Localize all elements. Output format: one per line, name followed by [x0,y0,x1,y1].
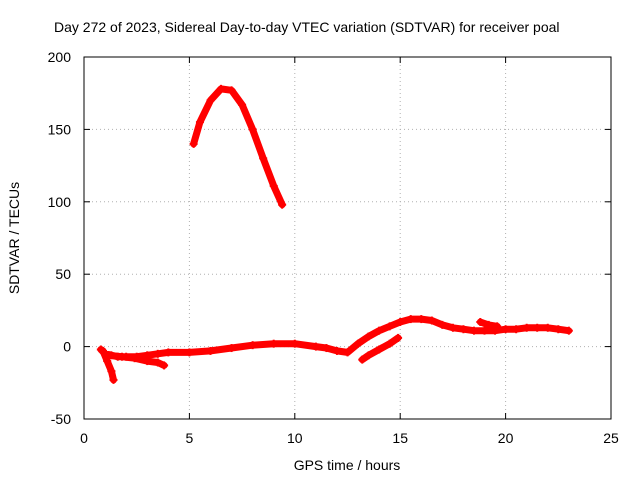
data-point [109,375,118,384]
x-tick-label: 25 [603,430,619,446]
data-point [459,325,468,334]
y-axis-title: SDTVAR / TECUs [6,182,22,294]
series-arc-1 [97,315,573,361]
chart-title: Day 272 of 2023, Sidereal Day-to-day VTE… [54,19,560,35]
y-tick-label: -50 [51,411,71,427]
y-tick-label: 50 [55,266,71,282]
data-point [343,348,352,357]
data-point [396,317,405,326]
data-point [469,326,478,335]
data-point [269,181,278,190]
data-point [322,344,331,353]
data-point [501,325,510,334]
data-point [248,125,257,134]
data-point [406,315,415,324]
data-point [427,316,436,325]
x-tick-label: 20 [498,430,514,446]
data-point [195,118,204,127]
data-point [227,86,236,95]
data-point [217,84,226,93]
ticks: 0 5 10 15 20 25 -50 0 50 100 150 200 [48,49,619,446]
data-point [554,325,563,334]
plot-frame [83,56,612,420]
data-point [332,346,341,355]
data-point [153,349,162,358]
data-point [227,344,236,353]
series-arc-4 [190,85,286,209]
y-tick-label: 100 [48,194,72,210]
data-point [238,100,247,109]
data-point [476,317,485,326]
series-group [96,84,573,384]
y-tick-label: 0 [63,339,71,355]
data-point [143,357,152,366]
data-point [206,346,215,355]
data-point [385,322,394,331]
data-point [107,367,116,376]
data-point [311,342,320,351]
data-point [375,326,384,335]
data-point [117,352,126,361]
x-tick-label: 10 [287,430,303,446]
data-point [354,339,363,348]
y-tick-label: 150 [48,121,72,137]
x-tick-label: 0 [80,430,88,446]
y-tick-label: 200 [48,49,72,65]
data-point [484,320,493,329]
data-point [164,348,173,357]
grid [84,57,611,419]
data-point [290,339,299,348]
data-point [259,154,268,163]
data-point [543,323,552,332]
data-point [564,326,573,335]
series-arc-2 [99,347,117,384]
data-point [103,357,112,366]
x-axis-title: GPS time / hours [294,457,401,473]
data-point [417,315,426,324]
data-point [248,341,257,350]
data-point [512,325,521,334]
data-point [185,348,194,357]
data-point [375,345,384,354]
data-point [438,320,447,329]
data-point [153,358,162,367]
data-point [269,339,278,348]
data-point [394,333,403,342]
x-tick-label: 5 [186,430,194,446]
data-point [364,351,373,360]
data-point [130,354,139,363]
data-point [189,139,198,148]
data-point [364,332,373,341]
data-point [522,323,531,332]
data-point [160,361,169,370]
data-point [358,355,367,364]
data-point [278,200,287,209]
data-point [480,326,489,335]
data-point [206,96,215,105]
data-point [533,323,542,332]
x-tick-label: 15 [392,430,408,446]
data-point [448,323,457,332]
data-point [105,351,114,360]
data-point [98,346,107,355]
data-point [385,339,394,348]
data-point [493,322,502,331]
